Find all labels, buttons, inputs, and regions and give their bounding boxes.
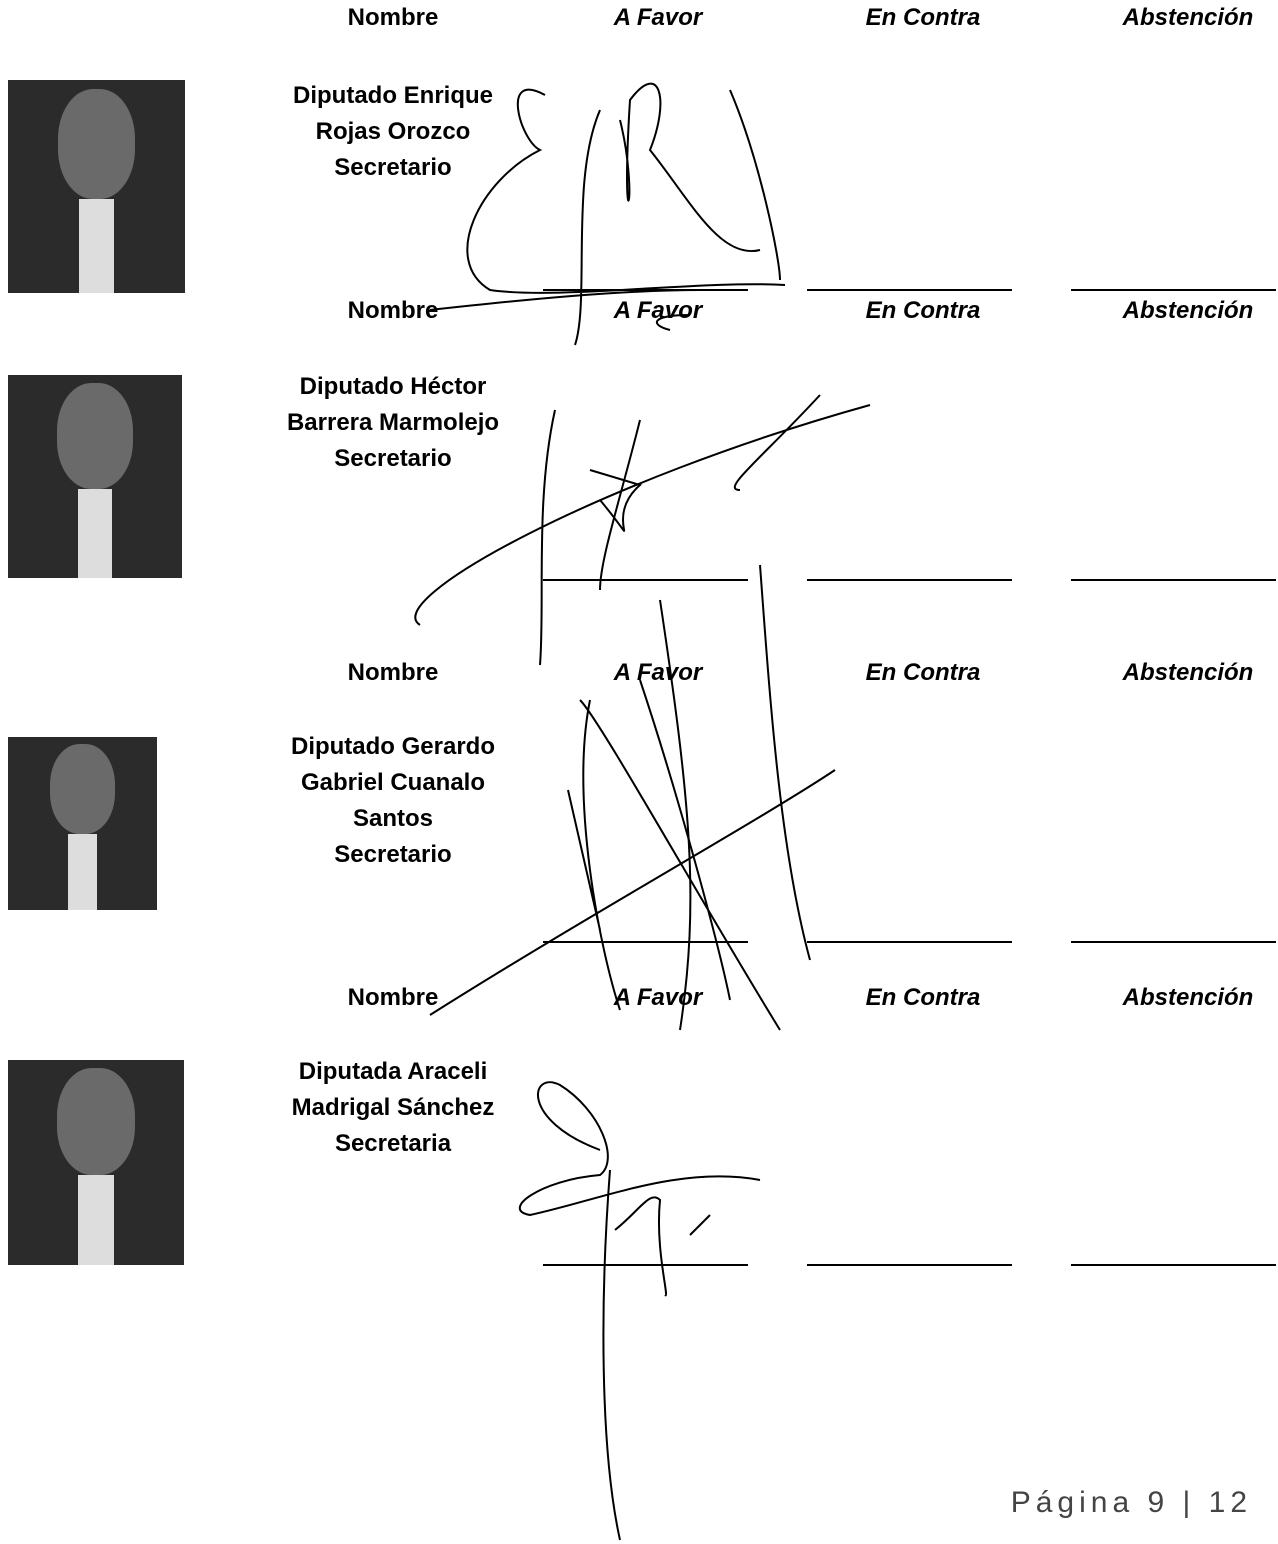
name-line: Diputado Enrique	[293, 82, 493, 109]
member-name: Diputado Héctor Barrera Marmolejo Secretar…	[243, 369, 543, 477]
name-line: Diputado Héctor	[299, 373, 487, 400]
signature-line	[1071, 1264, 1276, 1266]
name-line: Gabriel Cuanalo	[300, 769, 486, 796]
column-header: Abstención	[1122, 659, 1254, 686]
column-header: Abstención	[1122, 297, 1254, 324]
signature	[414, 394, 871, 1031]
member-name: Diputada Araceli Madrigal Sánchez Secretar…	[243, 1054, 543, 1162]
name-line: Barrera Marmolejo	[286, 409, 500, 436]
name-line: Secretaria	[334, 1130, 452, 1157]
signature-line	[807, 289, 1012, 291]
column-header: A Favor	[613, 659, 703, 686]
name-line: Secretario	[334, 154, 452, 181]
member-photo	[8, 737, 157, 910]
signature-line	[807, 941, 1012, 943]
signature-line	[1071, 579, 1276, 581]
signature-line	[1071, 289, 1276, 291]
signature-line	[1071, 941, 1276, 943]
member-photo	[8, 80, 185, 293]
column-header: Abstención	[1122, 984, 1254, 1011]
column-header: Abstención	[1122, 4, 1254, 31]
column-header: A Favor	[613, 4, 703, 31]
name-line: Diputado Gerardo	[290, 733, 495, 760]
column-header: Nombre	[347, 659, 439, 686]
signature-line	[807, 579, 1012, 581]
column-header: En Contra	[865, 4, 981, 31]
column-header: En Contra	[865, 984, 981, 1011]
name-line: Santos	[352, 805, 433, 832]
name-line: Secretario	[334, 841, 452, 868]
column-header: Nombre	[347, 297, 439, 324]
name-line: Diputada Araceli	[298, 1058, 488, 1085]
member-photo	[8, 1060, 184, 1265]
column-header: En Contra	[865, 297, 981, 324]
name-line: Secretario	[334, 445, 452, 472]
member-name: Diputado Gerardo Gabriel Cuanalo Santos Sec…	[243, 729, 543, 873]
column-header: A Favor	[613, 297, 703, 324]
signature-line	[543, 579, 748, 581]
name-line: Madrigal Sánchez	[291, 1094, 495, 1121]
column-header: Nombre	[347, 984, 439, 1011]
column-header: A Favor	[613, 984, 703, 1011]
member-photo	[8, 375, 182, 578]
column-header: En Contra	[865, 659, 981, 686]
page-number: Página 9 | 12	[1010, 1486, 1252, 1519]
signature-line	[543, 289, 748, 291]
signature-line	[807, 1264, 1012, 1266]
column-header: Nombre	[347, 4, 439, 31]
signature-line	[543, 1264, 748, 1266]
member-name: Diputado Enrique Rojas Orozco Secretario	[243, 78, 543, 186]
name-line: Rojas Orozco	[315, 118, 471, 145]
signature	[518, 1081, 761, 1541]
signature-line	[543, 941, 748, 943]
